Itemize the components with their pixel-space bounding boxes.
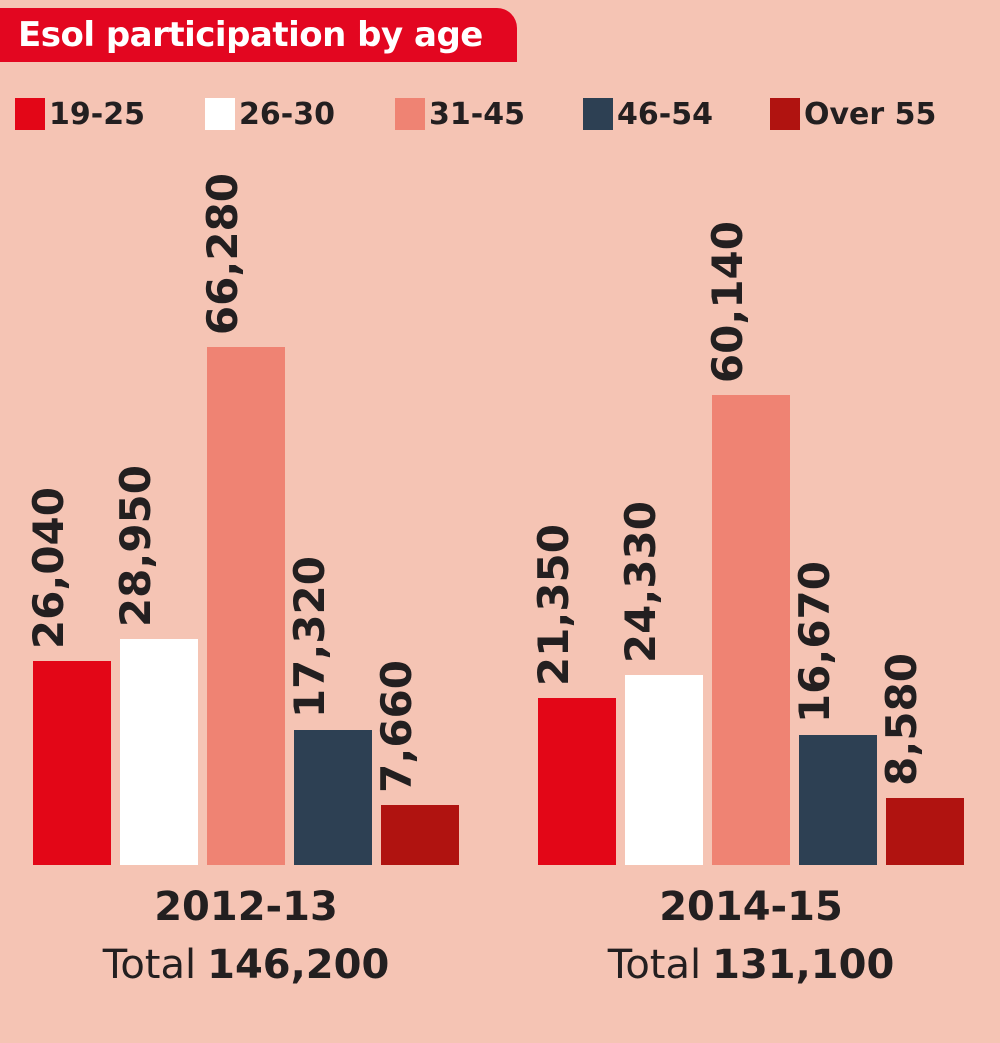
bar bbox=[886, 798, 964, 865]
bar-group: 26,040 28,950 66,280 17,320 7,660 bbox=[24, 173, 459, 865]
bar bbox=[33, 661, 111, 865]
bar-value-label: 7,660 bbox=[372, 660, 421, 793]
bar bbox=[207, 347, 285, 865]
bar-column: 66,280 bbox=[198, 173, 285, 865]
legend-swatch bbox=[15, 98, 45, 130]
legend-label: 46-54 bbox=[617, 96, 713, 132]
category-label: 2012-13 bbox=[154, 884, 338, 930]
bar-value-label: 24,330 bbox=[616, 500, 665, 663]
legend-label: 26-30 bbox=[239, 96, 335, 132]
total-prefix: Total bbox=[607, 942, 702, 988]
total-value: 131,100 bbox=[712, 942, 895, 988]
bar bbox=[712, 395, 790, 865]
group-total: Total 131,100 bbox=[538, 942, 964, 988]
legend-swatch bbox=[205, 98, 235, 130]
legend-item: 26-30 bbox=[205, 96, 335, 132]
bar-value-label: 60,140 bbox=[703, 220, 752, 383]
bar-value-label: 21,350 bbox=[529, 523, 578, 686]
bar-value-label: 17,320 bbox=[285, 555, 334, 718]
legend-item: 46-54 bbox=[583, 96, 713, 132]
legend-item: Over 55 bbox=[770, 96, 936, 132]
bar-column: 8,580 bbox=[877, 653, 964, 865]
bar-column: 60,140 bbox=[703, 221, 790, 865]
bar bbox=[120, 639, 198, 865]
bar-value-label: 66,280 bbox=[198, 172, 247, 335]
total-prefix: Total bbox=[102, 942, 197, 988]
bar-column: 24,330 bbox=[616, 501, 703, 865]
bar bbox=[381, 805, 459, 865]
legend-item: 31-45 bbox=[395, 96, 525, 132]
total-value: 146,200 bbox=[207, 942, 390, 988]
chart-title-bar: Esol participation by age bbox=[0, 8, 517, 62]
legend-label: 31-45 bbox=[429, 96, 525, 132]
bar bbox=[294, 730, 372, 865]
bar-column: 26,040 bbox=[24, 487, 111, 865]
legend-swatch bbox=[770, 98, 800, 130]
bar-column: 17,320 bbox=[285, 556, 372, 865]
legend-item: 19-25 bbox=[15, 96, 145, 132]
bar-group: 21,350 24,330 60,140 16,670 8,580 bbox=[529, 221, 964, 865]
category-label: 2014-15 bbox=[659, 884, 843, 930]
bar-column: 28,950 bbox=[111, 465, 198, 865]
chart-title: Esol participation by age bbox=[18, 15, 483, 55]
bar-value-label: 26,040 bbox=[24, 486, 73, 649]
bar-value-label: 8,580 bbox=[877, 653, 926, 786]
legend-label: Over 55 bbox=[804, 96, 937, 132]
bar bbox=[625, 675, 703, 865]
bar bbox=[799, 735, 877, 865]
bar-column: 16,670 bbox=[790, 561, 877, 865]
legend-swatch bbox=[395, 98, 425, 130]
bar-column: 7,660 bbox=[372, 660, 459, 865]
bar-column: 21,350 bbox=[529, 524, 616, 865]
bar-value-label: 28,950 bbox=[111, 464, 160, 627]
bar-value-label: 16,670 bbox=[790, 560, 839, 723]
legend-label: 19-25 bbox=[49, 96, 145, 132]
legend-swatch bbox=[583, 98, 613, 130]
bar bbox=[538, 698, 616, 865]
group-total: Total 146,200 bbox=[33, 942, 459, 988]
